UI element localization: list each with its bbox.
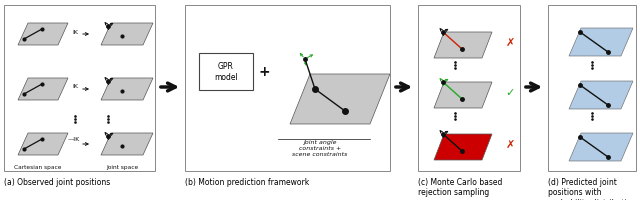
Polygon shape	[569, 82, 633, 109]
Text: GPR
model: GPR model	[214, 62, 238, 82]
Bar	[4, 6, 155, 171]
Text: ✗: ✗	[506, 38, 515, 48]
Text: +: +	[258, 65, 270, 79]
FancyBboxPatch shape	[199, 54, 253, 91]
Polygon shape	[569, 133, 633, 161]
Text: IK: IK	[72, 29, 78, 34]
Polygon shape	[101, 133, 153, 155]
Polygon shape	[101, 24, 153, 46]
Text: (b) Motion prediction framework: (b) Motion prediction framework	[185, 177, 309, 186]
Polygon shape	[18, 133, 68, 155]
Text: ✗: ✗	[506, 139, 515, 149]
Polygon shape	[434, 83, 492, 108]
Polygon shape	[434, 33, 492, 59]
Text: —IK: —IK	[68, 137, 80, 142]
Polygon shape	[569, 29, 633, 57]
Polygon shape	[290, 75, 390, 124]
Text: ✓: ✓	[506, 88, 515, 98]
Polygon shape	[434, 134, 492, 160]
Polygon shape	[18, 24, 68, 46]
Text: (c) Monte Carlo based
rejection sampling: (c) Monte Carlo based rejection sampling	[418, 177, 502, 196]
Polygon shape	[18, 79, 68, 100]
Text: IK: IK	[72, 84, 78, 89]
Text: Joint space: Joint space	[106, 164, 138, 169]
Text: (d) Predicted joint
positions with
probability distribution: (d) Predicted joint positions with proba…	[548, 177, 636, 200]
Text: (a) Observed joint positions: (a) Observed joint positions	[4, 177, 110, 186]
Bar	[418, 6, 520, 171]
Bar	[548, 6, 636, 171]
Text: Cartesian space: Cartesian space	[14, 164, 61, 169]
Polygon shape	[101, 79, 153, 100]
Bar	[185, 6, 390, 171]
Text: Joint angle
constraints +
scene constraints: Joint angle constraints + scene constrai…	[292, 139, 348, 157]
